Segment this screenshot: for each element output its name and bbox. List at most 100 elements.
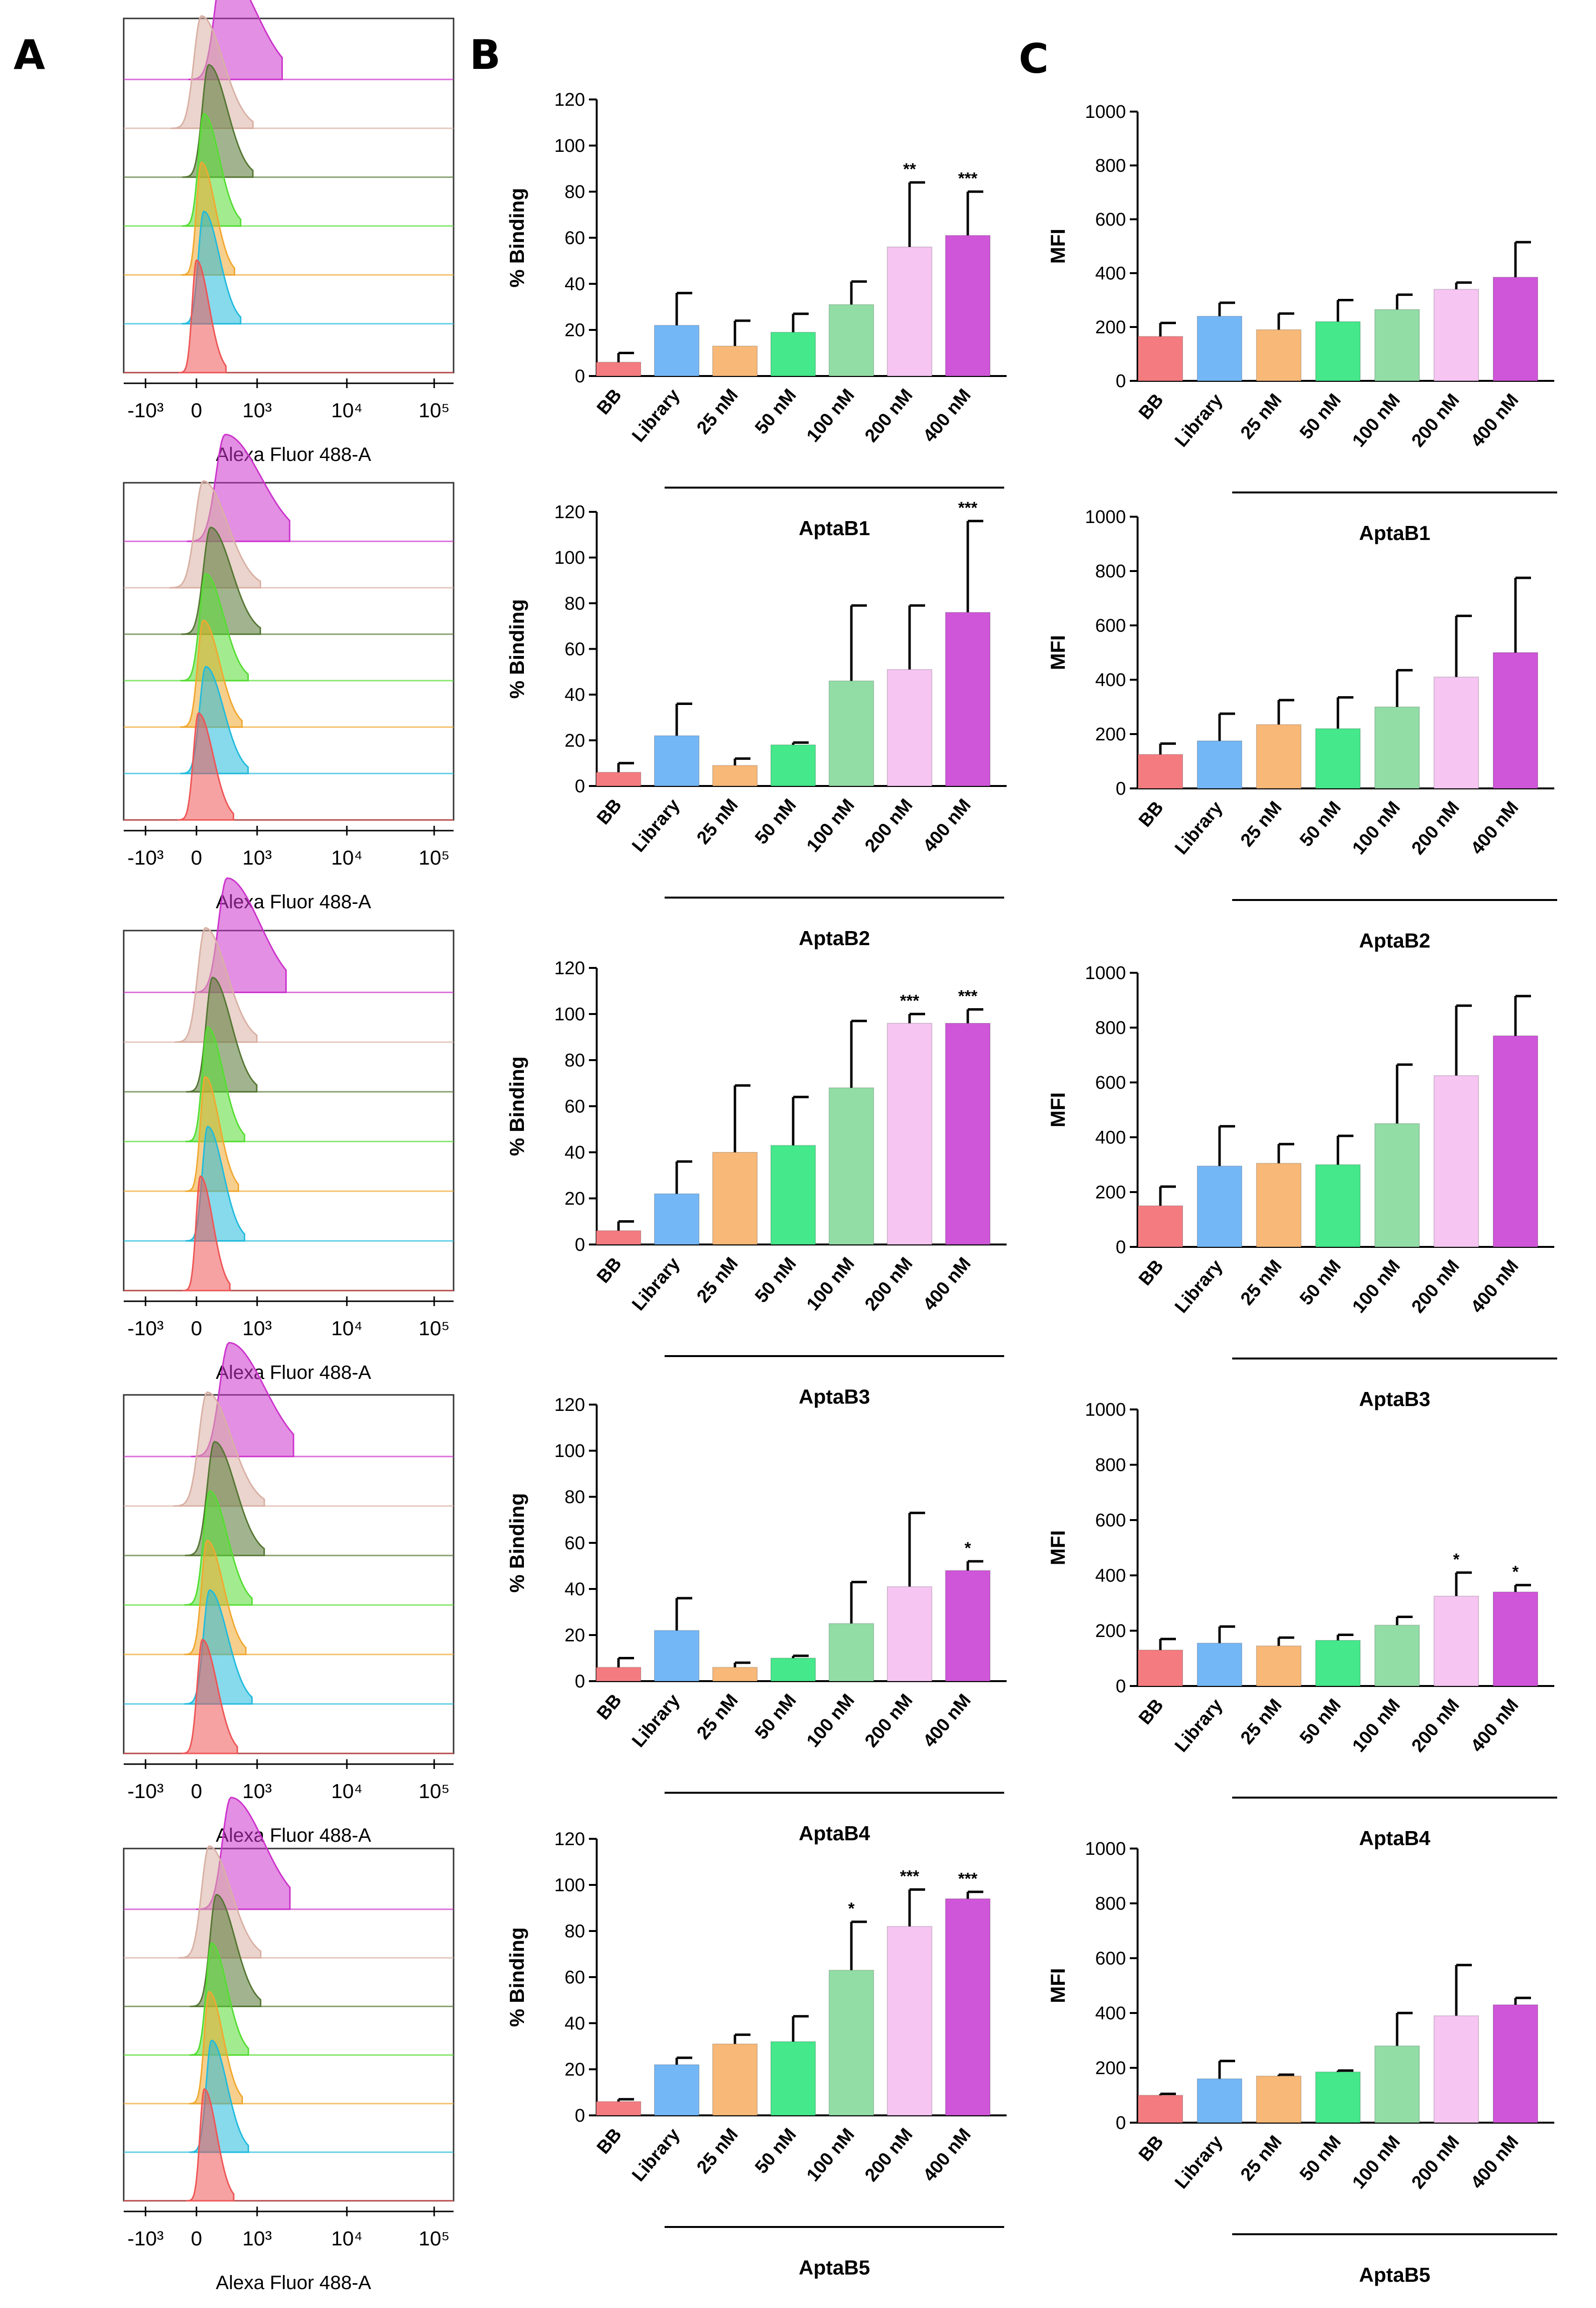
chart-title: AptaB1 bbox=[798, 517, 870, 540]
x-tick-label: -10³ bbox=[128, 2227, 164, 2250]
bar-chart-binding-B3: 0 20 40 60 80 100 120 % Binding BB Library 25 nM 50… bbox=[505, 958, 1007, 1408]
category-label: Library bbox=[1171, 1695, 1227, 1756]
bar-50-nm bbox=[770, 1145, 816, 1245]
bar-100-nm bbox=[829, 304, 874, 376]
bar-library bbox=[1197, 740, 1242, 789]
y-tick-label: 200 bbox=[1095, 317, 1126, 338]
y-tick-label: 0 bbox=[575, 366, 585, 387]
category-label: BB bbox=[1135, 1256, 1167, 1290]
y-axis-label: % Binding bbox=[505, 188, 528, 287]
y-tick-label: 0 bbox=[1116, 779, 1126, 799]
bar-50-nm bbox=[1315, 321, 1361, 382]
category-label: 50 nM bbox=[751, 1254, 800, 1307]
category-label: 400 nM bbox=[919, 1254, 975, 1315]
y-tick-label: 60 bbox=[565, 1097, 585, 1117]
x-axis-label: Alexa Fluor 488-A bbox=[216, 2272, 371, 2293]
y-tick-label: 0 bbox=[575, 776, 585, 797]
y-tick-label: 600 bbox=[1095, 1073, 1126, 1093]
y-tick-label: 20 bbox=[565, 1625, 585, 1646]
bar-25-nm bbox=[712, 765, 758, 786]
bar-library bbox=[654, 2064, 700, 2116]
bar-bb bbox=[596, 1667, 641, 1682]
x-tick-label: 10⁵ bbox=[419, 399, 450, 422]
category-label: Library bbox=[628, 385, 684, 446]
y-axis-label: MFI bbox=[1046, 1530, 1069, 1565]
bar-50-nm bbox=[1315, 2071, 1361, 2124]
category-label: BB bbox=[593, 1254, 625, 1287]
y-axis-label: MFI bbox=[1046, 635, 1069, 670]
category-label: 50 nM bbox=[1296, 2132, 1345, 2185]
bar-50-nm bbox=[770, 744, 816, 786]
y-tick-label: 400 bbox=[1095, 263, 1126, 284]
x-tick-label: 10⁴ bbox=[331, 846, 363, 869]
category-label: 200 nM bbox=[1408, 1695, 1464, 1756]
y-tick-label: 200 bbox=[1095, 724, 1126, 745]
category-label: Library bbox=[1171, 798, 1227, 859]
category-label: 400 nM bbox=[1467, 798, 1523, 859]
x-tick-label: 10⁵ bbox=[419, 1780, 450, 1802]
plot-frame bbox=[123, 930, 455, 1292]
y-axis-label: MFI bbox=[1046, 1968, 1069, 2003]
y-axis-label: MFI bbox=[1046, 229, 1069, 263]
bar-200-nm bbox=[1433, 289, 1479, 381]
bar-bb bbox=[1138, 2095, 1183, 2123]
chart-title: AptaB1 bbox=[1359, 522, 1430, 544]
y-axis-label: % Binding bbox=[505, 1493, 528, 1592]
y-tick-label: 40 bbox=[565, 1143, 585, 1163]
category-label: 100 nM bbox=[1349, 390, 1404, 451]
y-tick-label: 80 bbox=[565, 593, 585, 614]
x-tick-label: -10³ bbox=[128, 1317, 164, 1340]
y-axis-label: % Binding bbox=[505, 1056, 528, 1156]
bar-200-nm bbox=[887, 1586, 932, 1682]
category-label: 100 nM bbox=[803, 2125, 859, 2186]
bar-100-nm bbox=[829, 680, 874, 786]
bar-100-nm bbox=[1374, 1624, 1420, 1687]
bar-50-nm bbox=[770, 1657, 816, 1682]
category-label: 25 nM bbox=[693, 1254, 742, 1307]
bar-100-nm bbox=[1374, 2045, 1420, 2123]
category-label: 25 nM bbox=[693, 385, 742, 439]
bar-200-nm bbox=[1433, 1075, 1479, 1247]
y-axis-label: % Binding bbox=[505, 1927, 528, 2027]
bar-400-nm bbox=[1493, 2004, 1538, 2123]
category-label: 25 nM bbox=[1237, 390, 1286, 443]
chart-title: AptaB5 bbox=[1359, 2263, 1430, 2286]
y-tick-label: 200 bbox=[1095, 1621, 1126, 1641]
significance-marker: *** bbox=[900, 992, 919, 1010]
category-label: 50 nM bbox=[751, 385, 800, 439]
bar-100-nm bbox=[829, 1969, 874, 2116]
histogram-trace-bb bbox=[177, 712, 234, 821]
chart-title: AptaB3 bbox=[1359, 1388, 1430, 1410]
significance-marker: *** bbox=[958, 1869, 977, 1888]
bar-chart-binding-B5: 0 20 40 60 80 100 120 % Binding BB Library 25 nM 50… bbox=[505, 1829, 1007, 2279]
category-label: 50 nM bbox=[1296, 390, 1345, 443]
y-tick-label: 40 bbox=[565, 1579, 585, 1600]
y-tick-label: 0 bbox=[1116, 371, 1126, 392]
histogram-trace-bb bbox=[186, 2088, 235, 2202]
category-label: 100 nM bbox=[1349, 2132, 1404, 2193]
category-label: 100 nM bbox=[803, 1690, 859, 1751]
y-tick-label: 800 bbox=[1095, 561, 1126, 582]
x-tick-label: 10³ bbox=[243, 399, 272, 422]
y-tick-label: 60 bbox=[565, 228, 585, 248]
y-tick-label: 120 bbox=[554, 1829, 585, 1850]
y-tick-label: 60 bbox=[565, 1967, 585, 1988]
category-label: 100 nM bbox=[1349, 798, 1404, 859]
panel-label-b: B bbox=[470, 31, 501, 79]
category-label: 200 nM bbox=[1408, 390, 1464, 451]
category-label: BB bbox=[1135, 2132, 1167, 2165]
category-label: 200 nM bbox=[861, 2125, 917, 2186]
y-tick-label: 20 bbox=[565, 1189, 585, 1209]
bar-bb bbox=[596, 2101, 641, 2116]
bar-bb bbox=[596, 361, 641, 376]
category-label: 25 nM bbox=[1237, 798, 1286, 851]
significance-marker: *** bbox=[958, 499, 977, 517]
category-label: 50 nM bbox=[751, 795, 800, 849]
category-label: 400 nM bbox=[919, 385, 975, 446]
bar-400-nm bbox=[1493, 652, 1538, 789]
x-tick-label: -10³ bbox=[128, 1780, 164, 1802]
category-label: 50 nM bbox=[751, 1690, 800, 1744]
x-tick-label: 10⁴ bbox=[331, 1780, 363, 1802]
significance-marker: * bbox=[964, 1539, 971, 1557]
